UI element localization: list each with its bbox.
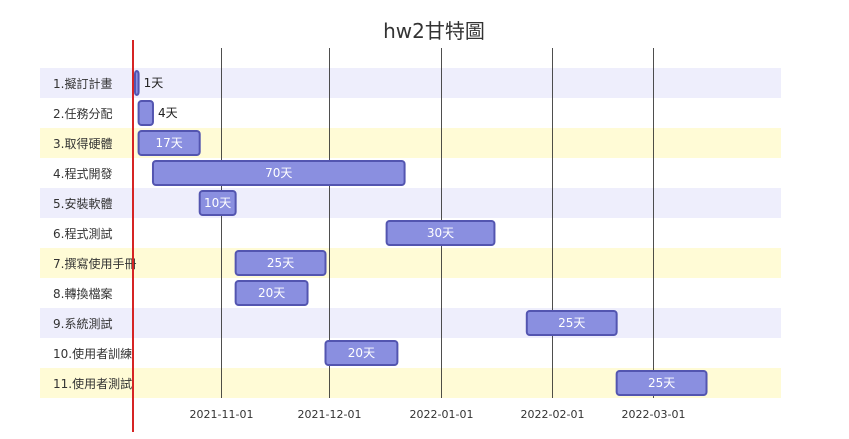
task-bar — [525, 310, 618, 336]
task-label: 9.系統測試 — [53, 316, 112, 331]
task-label: 7.撰寫使用手冊 — [53, 256, 136, 271]
task-label: 2.任務分配 — [53, 107, 112, 121]
bar-duration-label: 17天 — [156, 136, 183, 150]
grid-lines — [221, 48, 654, 398]
task-label: 3.取得硬體 — [53, 136, 112, 151]
task-label: 6.程式測試 — [53, 226, 112, 241]
bar-duration-label: 70天 — [265, 166, 292, 180]
x-tick-label: 2021-12-01 — [298, 408, 362, 421]
task-label: 8.轉換檔案 — [53, 286, 112, 301]
bar-duration-label: 10天 — [204, 196, 231, 210]
task-bar — [234, 250, 327, 276]
row-band — [40, 248, 781, 278]
task-label: 4.程式開發 — [53, 166, 112, 181]
bar-duration-label: 4天 — [158, 106, 178, 120]
row-band — [40, 158, 781, 188]
x-tick-label: 2022-01-01 — [410, 408, 474, 421]
task-bar — [234, 280, 309, 306]
task-label: 1.擬訂計畫 — [53, 76, 112, 91]
row-band — [40, 308, 781, 338]
row-band — [40, 98, 781, 128]
task-bar — [385, 220, 496, 246]
task-bar — [151, 160, 406, 186]
chart-title: hw2甘特圖 — [383, 19, 485, 43]
task-bar — [198, 190, 237, 216]
bar-duration-label: 25天 — [558, 316, 585, 330]
task-bar — [615, 370, 708, 396]
bar-duration-label: 20天 — [258, 286, 285, 300]
task-bar — [137, 130, 201, 156]
task-bar — [324, 340, 399, 366]
row-bands — [40, 68, 781, 398]
x-tick-label: 2022-02-01 — [521, 408, 585, 421]
bar-duration-label: 30天 — [427, 226, 454, 240]
task-label: 10.使用者訓練 — [53, 346, 132, 361]
task-label: 5.安裝軟體 — [53, 196, 112, 211]
x-tick-label: 2022-03-01 — [622, 408, 686, 421]
bar-duration-label: 25天 — [267, 256, 294, 270]
row-band — [40, 278, 781, 308]
task-label: 11.使用者測試 — [53, 376, 132, 391]
bar-duration-label: 25天 — [648, 376, 675, 390]
row-band — [40, 338, 781, 368]
row-band — [40, 188, 781, 218]
row-band — [40, 68, 781, 98]
task-bar — [137, 100, 154, 126]
task-bars: 1天 4天 17天 70天 10天 30天 25天 20天 25天 20天 25天 — [134, 70, 708, 396]
bar-duration-label: 1天 — [144, 76, 164, 90]
task-labels: 1.擬訂計畫 2.任務分配 3.取得硬體 4.程式開發 5.安裝軟體 6.程式測試 7.撰寫… — [53, 76, 136, 391]
x-tick-label: 2021-11-01 — [190, 408, 254, 421]
task-bar — [134, 70, 140, 96]
bar-duration-label: 20天 — [348, 346, 375, 360]
x-axis-ticks: 2021-11-01 2021-12-01 2022-01-01 2022-02-01… — [190, 408, 686, 421]
